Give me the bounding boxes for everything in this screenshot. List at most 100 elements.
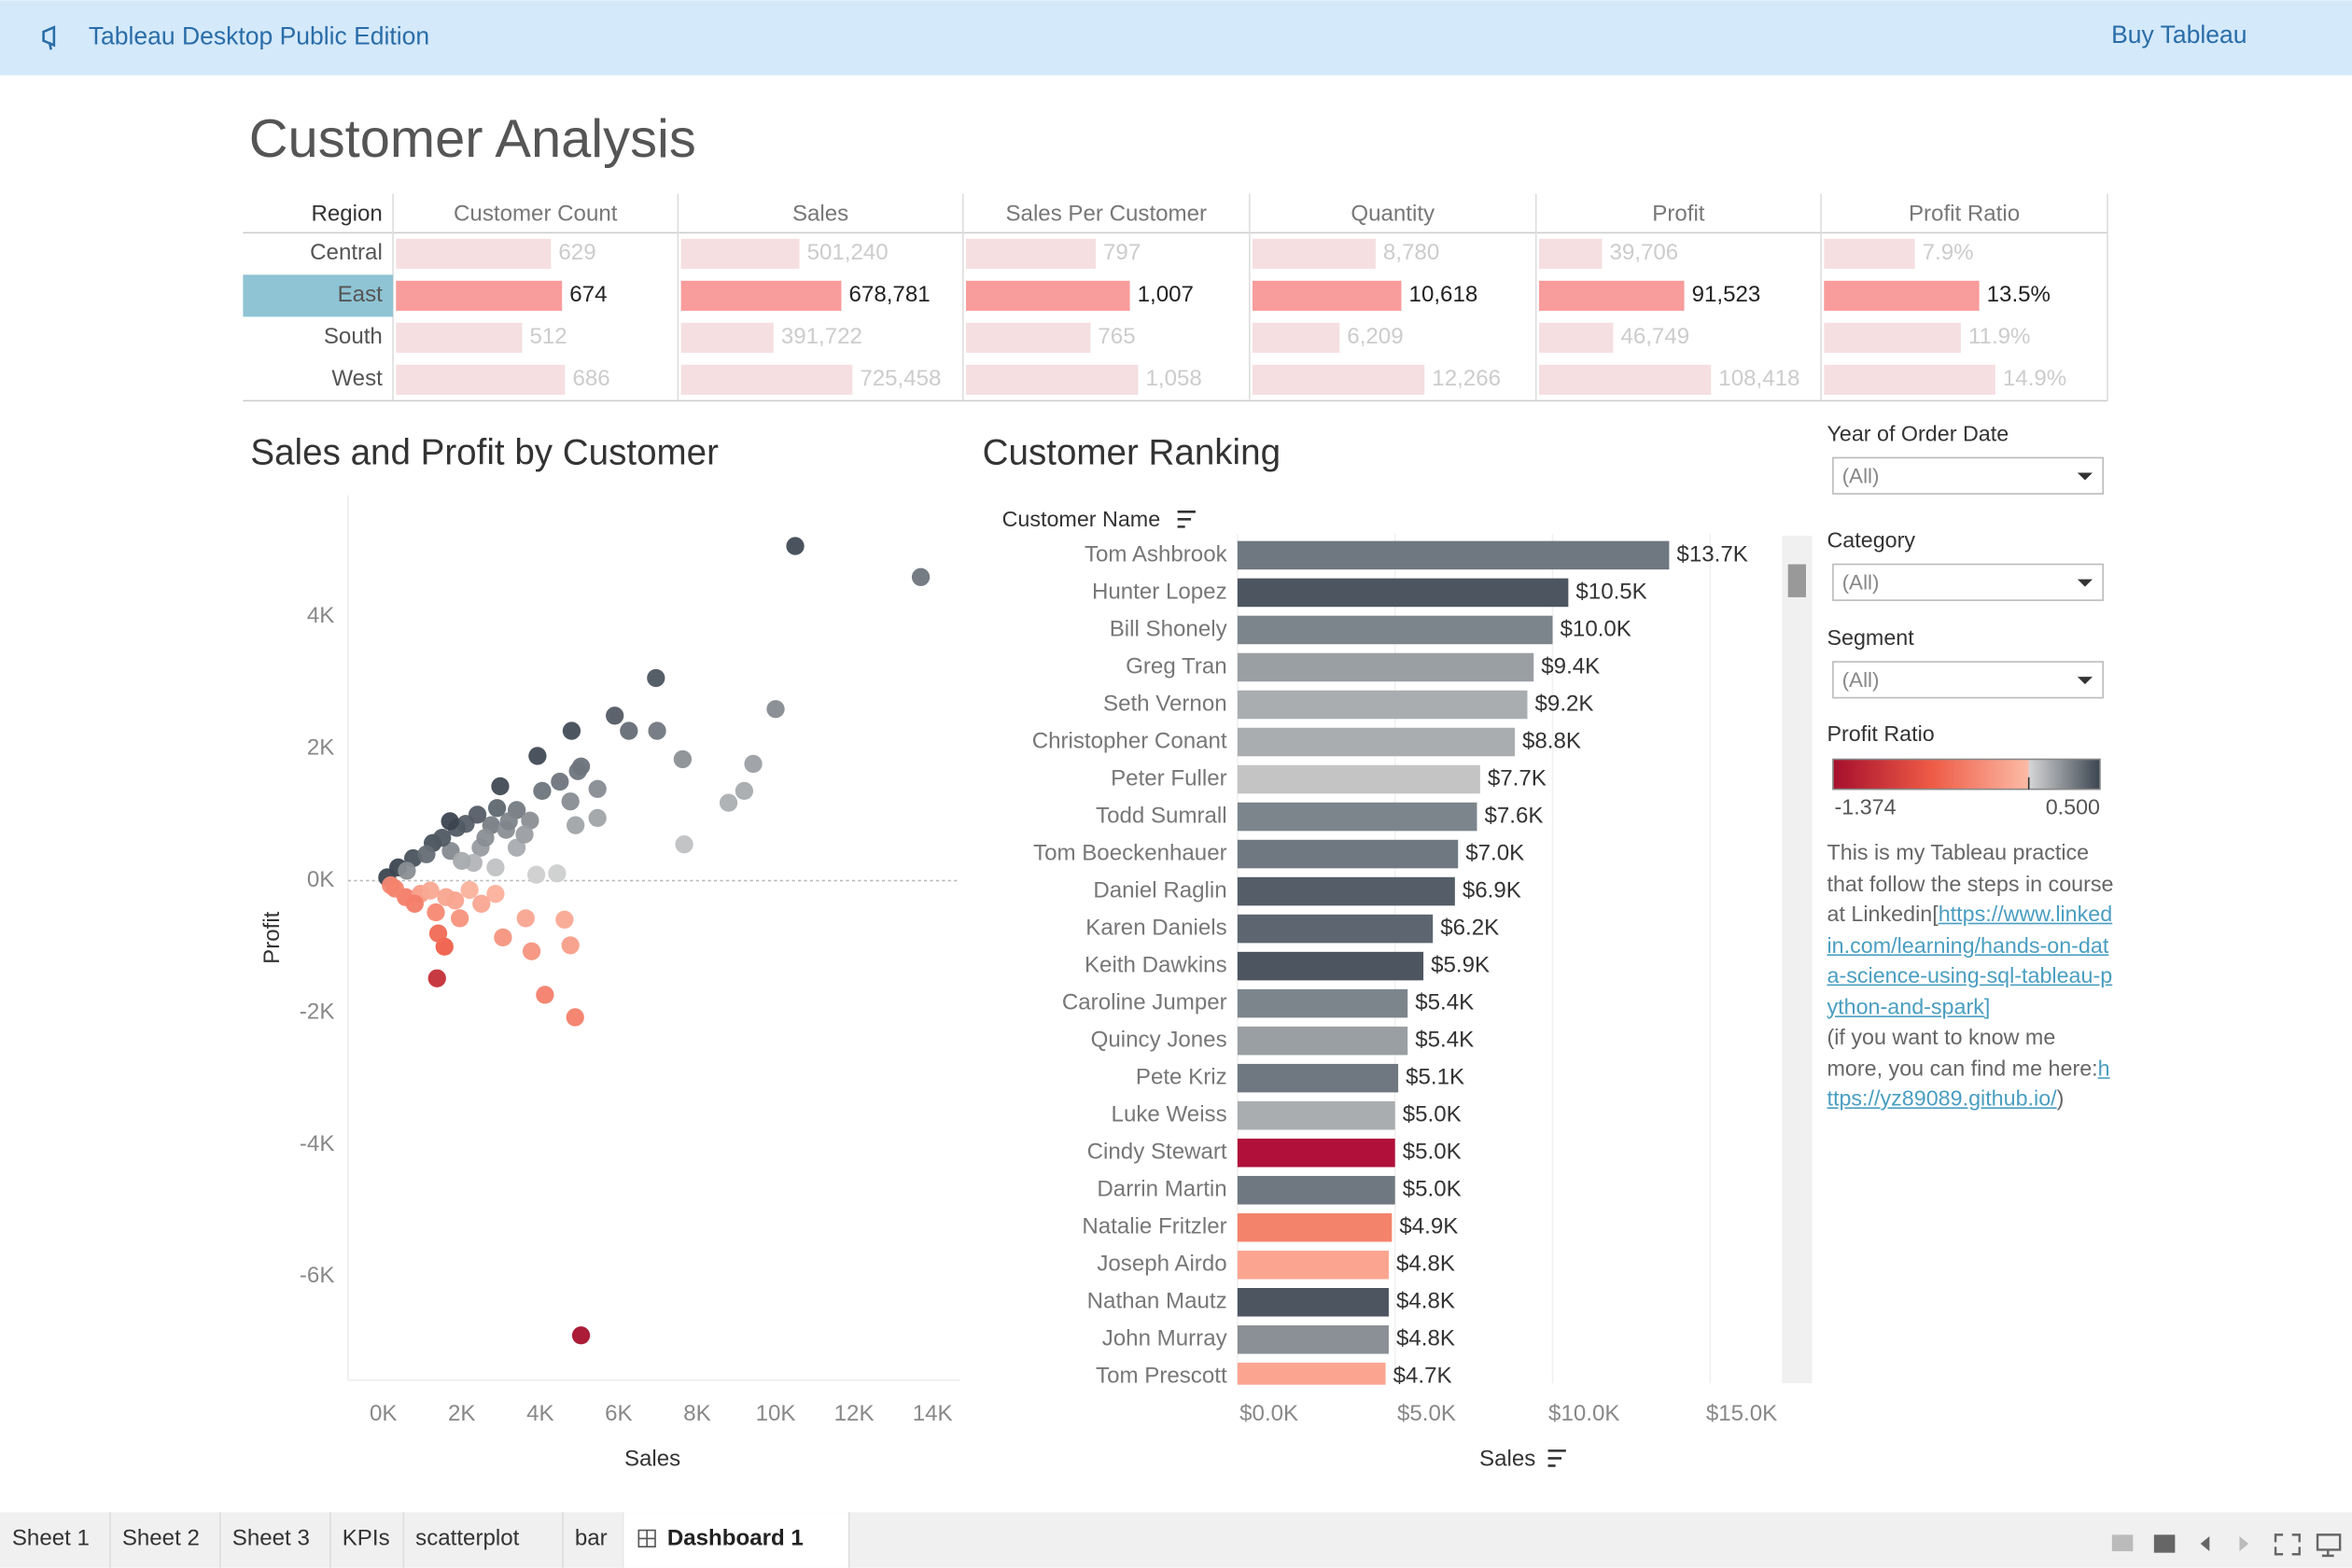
scatter-point [562,721,581,740]
kpi-bar [680,280,842,311]
kpi-value: 91,523 [1692,282,1761,307]
note-text: ) [2056,1087,2065,1113]
column-header: Profit [1652,201,1705,226]
category-label: Hunter Lopez [1092,579,1227,604]
filter-dropdown[interactable] [1832,456,2105,495]
kpi-value: 13.5% [1987,282,2051,307]
kpi-bar [1252,364,1425,395]
dashboard-icon [637,1529,656,1548]
scatter-point [428,924,448,943]
filter-dropdown[interactable] [1832,563,2105,601]
scatter-point [647,668,665,688]
category-label: Pete Kriz [1136,1065,1227,1090]
value-label: $10.0K [1561,616,1631,641]
icon[interactable] [2316,1533,2342,1558]
icon[interactable] [2153,1534,2176,1553]
filter-value: (All) [1842,668,1880,692]
bar [1237,764,1480,794]
bar [1237,1100,1395,1130]
icon[interactable] [2274,1533,2301,1556]
dashboard-title: Customer Analysis [249,109,696,169]
scatter-point [620,721,638,740]
category-label: Caroline Jumper [1062,989,1227,1015]
filter-value: (All) [1842,464,1880,487]
category-label: Natalie Fritzler [1082,1214,1226,1239]
scatter-point [516,909,535,928]
scatter-point [786,537,805,555]
x-tick-label: 4K [526,1401,553,1426]
sheet-tab[interactable]: bar [575,1526,608,1551]
bar-rows: Tom Ashbrook $13.7K Hunter Lopez $10.5K Bill… [1032,540,1748,1385]
row-header: Region [311,201,382,226]
sheet-tab[interactable]: Sheet 1 [12,1526,90,1551]
header-bar [0,0,2352,76]
kpi-value: 39,706 [1609,240,1678,265]
bar [1237,988,1408,1018]
sheet-tab[interactable]: Sheet 3 [232,1526,310,1551]
note-link[interactable]: https://yz89089.github.io/ [1827,1057,2110,1113]
column-header: Sales [792,201,848,226]
legend-max: 0.500 [2046,795,2100,819]
column-label: Customer Name [1002,507,1161,531]
scroll-thumb[interactable] [1787,564,1806,597]
sheet-tab[interactable]: Dashboard 1 [667,1526,804,1551]
kpi-value: 10,618 [1409,282,1478,307]
scatter-point [441,812,459,831]
dropdown-arrow [2077,579,2093,587]
kpi-bar [1538,238,1603,269]
sheet-tab[interactable]: Sheet 2 [122,1526,200,1551]
scatter-point [566,1008,584,1027]
scatter-point [548,864,567,883]
icon[interactable] [2111,1534,2134,1552]
kpi-value: 1,007 [1138,282,1194,307]
scatter-point [451,909,469,928]
scatter-point [568,762,587,780]
buy-link[interactable]: Buy Tableau [2111,21,2247,49]
scatter-point [460,880,479,900]
filter-label: Segment [1827,625,1915,650]
bar [1237,1063,1399,1093]
kpi-bar [1252,280,1402,311]
scatter-point [499,812,518,831]
kpi-bar [1252,238,1376,269]
row-label: South [324,324,383,349]
bar [1237,1175,1395,1205]
x-axis-label: Sales [1479,1446,1535,1471]
scatter-point [528,747,547,765]
kpi-value: 629 [558,240,595,265]
bar [1237,951,1424,981]
sheet-tab[interactable]: scatterplot [415,1526,519,1551]
kpi-value: 512 [530,324,567,349]
bar [1237,839,1459,869]
filter-dropdown[interactable] [1832,661,2105,699]
row-highlight [243,274,394,317]
category-label: Daniel Raglin [1093,877,1226,903]
value-label: $5.4K [1415,1028,1474,1053]
x-tick-label: 14K [913,1401,953,1426]
scatter-point [522,942,541,960]
scatter-point [486,885,505,903]
kpi-bar [966,322,1091,353]
scatter-point [427,903,445,922]
bar [1237,1325,1389,1354]
announce-icon [42,25,56,50]
bar [1237,578,1569,608]
scatter-point [486,858,505,877]
value-label: $5.0K [1403,1177,1462,1202]
kpi-value: 8,780 [1383,240,1439,265]
icon[interactable] [2239,1535,2249,1552]
category-label: Seth Vernon [1103,691,1227,716]
row-label: Central [310,240,383,265]
scatter-point [744,754,763,774]
dropdown-arrow [2077,472,2093,481]
kpi-bar [680,238,800,269]
note-box: This is my Tableau practice that follow … [1827,842,2114,1113]
category-label: Bill Shonely [1110,616,1227,641]
note-link[interactable]: https://www.linkedin.com/learning/hands-… [1827,903,2113,1020]
kpi-bar [1824,280,1980,311]
filter-label: Category [1827,528,1916,553]
icon[interactable] [2200,1535,2210,1552]
scatter-point [405,894,424,913]
scatter-point [491,777,510,796]
sheet-tab[interactable]: KPIs [343,1526,390,1551]
